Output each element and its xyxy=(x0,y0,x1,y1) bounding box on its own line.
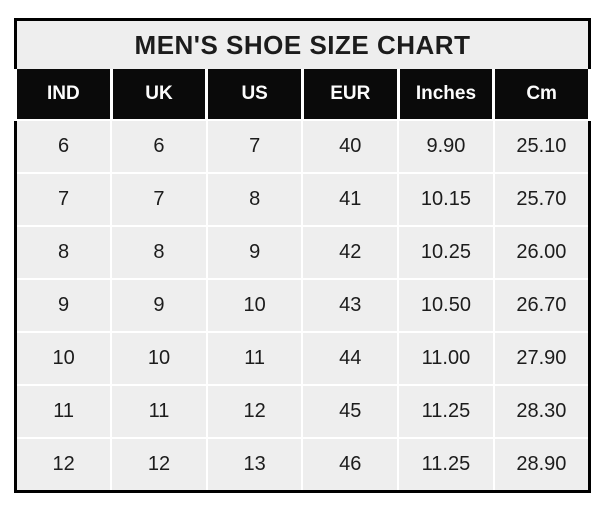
table-cell: 44 xyxy=(301,331,400,386)
chart-title-row: MEN'S SHOE SIZE CHART xyxy=(15,19,590,69)
table-row: 11 11 12 45 11.25 28.30 xyxy=(14,384,591,439)
table-cell: 11 xyxy=(110,384,208,439)
table-cell: 10 xyxy=(205,278,304,333)
column-header-eur: EUR xyxy=(300,69,400,120)
table-cell: 12 xyxy=(110,437,208,493)
table-cell: 6 xyxy=(110,119,208,174)
column-header-uk: UK xyxy=(109,69,209,120)
table-cell: 8 xyxy=(14,225,113,280)
chart-title: MEN'S SHOE SIZE CHART xyxy=(15,19,590,69)
column-header-cm: Cm xyxy=(492,69,591,120)
table-cell: 13 xyxy=(205,437,304,493)
table-cell: 12 xyxy=(14,437,113,493)
table-cell: 10.15 xyxy=(397,172,495,227)
table-cell: 10.50 xyxy=(397,278,495,333)
table-cell: 8 xyxy=(110,225,208,280)
column-header-us: US xyxy=(205,69,304,120)
column-header-ind: IND xyxy=(14,69,113,120)
table-cell: 7 xyxy=(110,172,208,227)
table-cell: 41 xyxy=(301,172,400,227)
table-cell: 11.25 xyxy=(397,384,495,439)
table-cell: 43 xyxy=(301,278,400,333)
table-cell: 10 xyxy=(14,331,113,386)
table-cell: 45 xyxy=(301,384,400,439)
table-cell: 28.90 xyxy=(492,437,591,493)
table-row: 9 9 10 43 10.50 26.70 xyxy=(14,278,591,333)
table-row: 7 7 8 41 10.15 25.70 xyxy=(14,172,591,227)
table-cell: 6 xyxy=(14,119,113,174)
table-cell: 10 xyxy=(110,331,208,386)
column-header-inches: Inches xyxy=(396,69,496,120)
table-cell: 26.00 xyxy=(492,225,591,280)
table-row: 10 10 11 44 11.00 27.90 xyxy=(14,331,591,386)
table-cell: 10.25 xyxy=(397,225,495,280)
table-cell: 40 xyxy=(301,119,400,174)
table-cell: 12 xyxy=(205,384,304,439)
table-cell: 7 xyxy=(205,119,304,174)
table-cell: 26.70 xyxy=(492,278,591,333)
table-cell: 9 xyxy=(14,278,113,333)
table-cell: 11.00 xyxy=(397,331,495,386)
table-cell: 46 xyxy=(301,437,400,493)
table-cell: 25.70 xyxy=(492,172,591,227)
table-cell: 11 xyxy=(205,331,304,386)
table-cell: 28.30 xyxy=(492,384,591,439)
column-header-row: IND UK US EUR Inches Cm xyxy=(14,69,591,120)
shoe-size-chart-table: MEN'S SHOE SIZE CHART IND UK US EUR Inch… xyxy=(14,18,591,493)
table-cell: 9.90 xyxy=(397,119,495,174)
table-cell: 8 xyxy=(205,172,304,227)
table-cell: 25.10 xyxy=(492,119,591,174)
table-cell: 9 xyxy=(110,278,208,333)
table-cell: 7 xyxy=(14,172,113,227)
table-row: 12 12 13 46 11.25 28.90 xyxy=(14,437,591,493)
table-row: 6 6 7 40 9.90 25.10 xyxy=(14,119,591,174)
table-cell: 42 xyxy=(301,225,400,280)
table-cell: 11.25 xyxy=(397,437,495,493)
table-cell: 11 xyxy=(14,384,113,439)
table-cell: 27.90 xyxy=(492,331,591,386)
table-cell: 9 xyxy=(205,225,304,280)
table-row: 8 8 9 42 10.25 26.00 xyxy=(14,225,591,280)
